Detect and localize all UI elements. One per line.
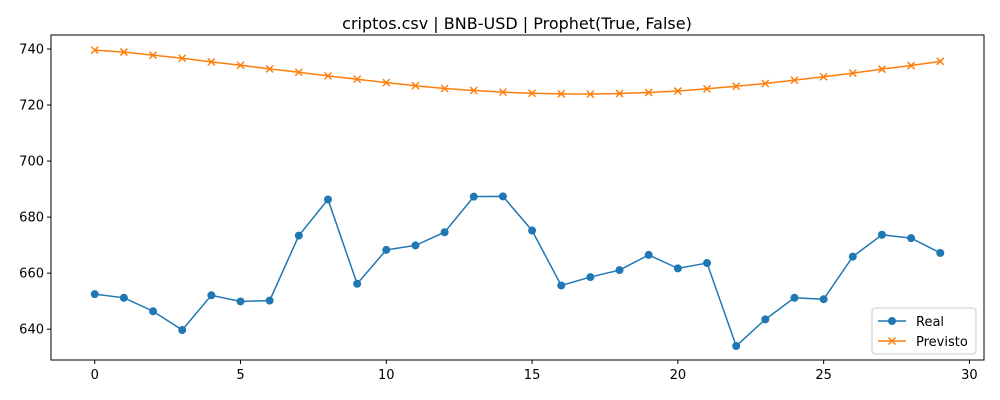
plot-frame [50, 34, 985, 361]
data-point-previsto [382, 78, 391, 87]
data-point-real [761, 315, 770, 324]
data-point-previsto [323, 71, 333, 80]
legend-real-label: Real [916, 315, 944, 330]
data-point-previsto [615, 89, 624, 98]
data-point-previsto [673, 87, 682, 96]
data-point-real [149, 307, 158, 316]
data-point-real [877, 230, 886, 239]
data-point-real [323, 195, 332, 204]
data-point-previsto [440, 84, 449, 93]
x-tick-label: 10 [378, 368, 395, 383]
series-line-previsto [94, 49, 941, 95]
data-point-real [703, 259, 712, 268]
data-point-previsto [119, 48, 128, 57]
data-point-real [732, 341, 741, 350]
x-tick-label: 5 [236, 368, 244, 383]
data-point-previsto [411, 81, 420, 90]
data-point-real [848, 252, 857, 261]
data-point-real [644, 250, 653, 259]
chart-title: criptos.csv | BNB-USD | Prophet(True, Fa… [342, 14, 692, 33]
data-point-previsto [557, 89, 566, 98]
legend: Real Previsto [871, 307, 977, 355]
data-point-previsto [907, 61, 916, 70]
x-tick-label: 15 [524, 368, 541, 383]
data-point-previsto [149, 51, 158, 60]
y-tick-label: 680 [19, 211, 44, 226]
data-point-real [615, 266, 624, 275]
y-tick-label: 700 [19, 155, 44, 170]
data-point-previsto [732, 82, 741, 91]
legend-previsto-label: Previsto [916, 335, 968, 350]
y-tick-label: 720 [19, 99, 44, 114]
data-point-real [790, 293, 799, 302]
data-point-previsto [877, 65, 886, 74]
legend-real-marker [888, 317, 896, 325]
data-point-real [90, 290, 99, 299]
data-point-previsto [469, 86, 478, 95]
data-point-previsto [265, 64, 274, 73]
data-point-real [236, 297, 245, 306]
data-point-real [469, 192, 478, 201]
data-point-real [294, 231, 303, 240]
data-point-previsto [498, 88, 507, 97]
y-tick-label: 740 [19, 43, 44, 58]
plot-area [90, 46, 945, 350]
data-point-previsto [207, 57, 216, 66]
data-point-previsto [586, 90, 595, 99]
data-point-real [557, 281, 566, 290]
data-point-previsto [90, 46, 99, 55]
data-point-previsto [761, 79, 770, 88]
legend-previsto-marker [887, 336, 897, 346]
data-point-real [382, 245, 391, 254]
legend-box [871, 307, 977, 355]
data-point-real [411, 241, 420, 250]
data-point-real [907, 234, 916, 243]
data-point-previsto [848, 69, 857, 78]
data-point-real [586, 273, 595, 282]
data-point-previsto [178, 54, 187, 63]
data-point-real [440, 228, 449, 237]
x-tick-label: 30 [961, 368, 978, 383]
x-tick-label: 0 [91, 368, 99, 383]
series-line-real [94, 195, 941, 348]
data-point-real [207, 291, 216, 300]
x-tick-label: 25 [815, 368, 832, 383]
data-point-previsto [236, 61, 245, 70]
data-point-real [353, 279, 362, 288]
data-point-previsto [936, 57, 945, 66]
data-point-real [498, 192, 507, 201]
y-tick-label: 660 [19, 267, 44, 282]
data-point-real [819, 295, 828, 304]
data-point-previsto [819, 72, 828, 81]
data-point-real [528, 226, 537, 235]
x-tick-label: 20 [670, 368, 687, 383]
data-point-previsto [790, 76, 799, 85]
data-point-real [265, 296, 274, 305]
y-tick-label: 640 [19, 323, 44, 338]
data-point-real [673, 264, 682, 273]
data-point-previsto [528, 89, 537, 98]
data-point-previsto [353, 75, 362, 84]
data-point-previsto [702, 84, 712, 93]
data-point-real [119, 293, 128, 302]
data-point-real [178, 326, 187, 335]
data-point-previsto [644, 88, 653, 97]
data-point-real [936, 248, 945, 257]
axes: 0 5 10 15 20 25 30 640 660 680 700 720 740 [19, 43, 978, 383]
data-point-previsto [294, 68, 303, 77]
